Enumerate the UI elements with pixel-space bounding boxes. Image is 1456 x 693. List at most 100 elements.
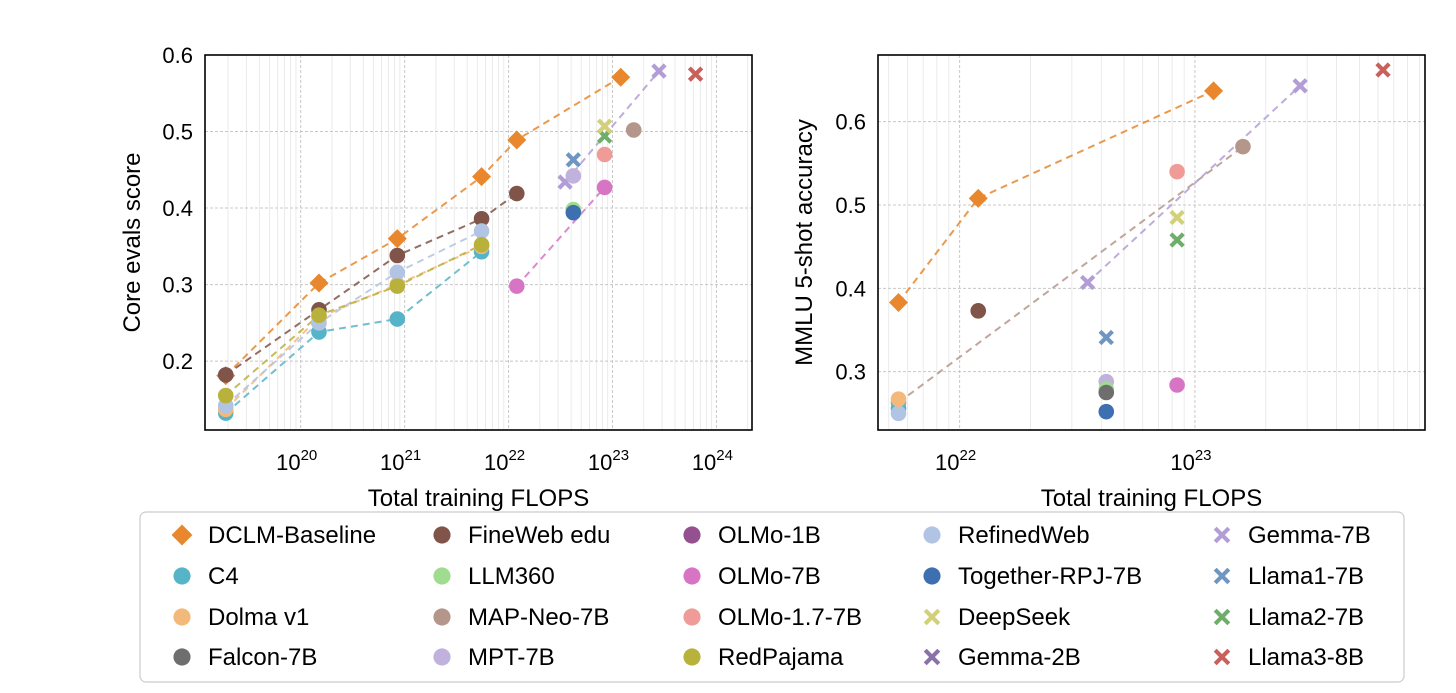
legend-item-llama2-7b: Llama2-7B xyxy=(1213,604,1364,631)
legend-label: DeepSeek xyxy=(958,604,1071,631)
point-dclm-baseline xyxy=(472,167,492,187)
y-tick-label: 0.3 xyxy=(162,273,193,298)
point-refinedweb xyxy=(389,264,406,281)
point-together-rpj-7b xyxy=(1098,403,1115,420)
y-tick-label: 0.5 xyxy=(835,193,866,218)
legend-label: LLM360 xyxy=(468,563,555,590)
legend-item-redpajama: RedPajama xyxy=(683,644,844,671)
point-mpt-7b xyxy=(565,168,582,184)
series-line-redpajama xyxy=(225,243,483,397)
legend-marker-map-neo-7b xyxy=(433,608,451,626)
x-tick-label: 1021 xyxy=(380,447,421,475)
series-line-gemma-7b xyxy=(564,70,660,183)
point-gemma-7b xyxy=(1292,78,1308,94)
legend-item-llama1-7b: Llama1-7B xyxy=(1213,563,1364,590)
legend-label: Llama2-7B xyxy=(1248,604,1364,631)
legend: DCLM-Baseline C4 Dolma v1 Falcon-7B FineWeb … xyxy=(139,511,1405,683)
x-tick-label: 1022 xyxy=(935,447,976,475)
legend-item-dclm-baseline: DCLM-Baseline xyxy=(171,522,376,549)
point-dclm-baseline xyxy=(1204,81,1224,101)
legend-item-olmo-7b: OLMo-7B xyxy=(683,563,821,590)
point-map-neo-7b xyxy=(625,122,642,138)
legend-label: Gemma-7B xyxy=(1248,522,1371,549)
core-evals-panel: 1020 1021 1022 1023 1024 0.2 0.3 0.4 0.5 0.6 Total… xyxy=(119,43,753,512)
series-line-dolma-v1 xyxy=(224,245,483,411)
x-axis-label: Total training FLOPS xyxy=(1041,485,1262,512)
legend-label: DCLM-Baseline xyxy=(208,522,376,549)
point-deepseek xyxy=(596,118,613,134)
legend-label: MAP-Neo-7B xyxy=(468,604,609,631)
legend-item-fineweb-edu: FineWeb edu xyxy=(433,522,610,549)
legend-item-c4: C4 xyxy=(173,563,239,590)
point-redpajama xyxy=(217,387,234,404)
point-together-rpj-7b xyxy=(565,204,582,221)
legend-marker-olmo-7b xyxy=(683,567,701,585)
legend-marker-fineweb-edu xyxy=(433,526,451,544)
legend-item-llama3-8b: Llama3-8B xyxy=(1213,644,1364,671)
point-gemma-7b xyxy=(651,63,667,79)
point-fineweb-edu xyxy=(508,185,525,202)
point-redpajama xyxy=(473,236,490,253)
legend-item-gemma-7b: Gemma-7B xyxy=(1213,522,1371,549)
point-llama1-7b xyxy=(1098,329,1114,346)
point-olmo-7b xyxy=(508,278,525,294)
y-tick-label: 0.6 xyxy=(835,110,866,135)
point-olmo-1-7-7b xyxy=(1169,163,1185,180)
legend-item-llm360: LLM360 xyxy=(433,563,555,590)
legend-item-map-neo-7b: MAP-Neo-7B xyxy=(433,604,609,631)
point-llama3-8b xyxy=(1375,62,1391,78)
legend-marker-gemma-2b xyxy=(923,648,941,666)
point-fineweb-edu xyxy=(217,367,234,383)
legend-box xyxy=(139,511,1405,683)
point-llama3-8b xyxy=(687,66,704,82)
point-dclm-baseline xyxy=(968,188,988,208)
legend-label: OLMo-7B xyxy=(718,563,821,590)
legend-marker-llama1-7b xyxy=(1213,567,1231,585)
point-refinedweb xyxy=(473,223,490,239)
legend-label: Llama1-7B xyxy=(1248,563,1364,590)
point-dclm-baseline xyxy=(387,229,407,249)
point-llama2-7b xyxy=(1169,232,1185,248)
legend-item-olmo-1b: OLMo-1B xyxy=(683,522,821,549)
legend-label: RefinedWeb xyxy=(958,522,1090,549)
point-c4 xyxy=(389,311,406,327)
y-tick-label: 0.4 xyxy=(162,196,193,221)
legend-marker-refinedweb xyxy=(923,526,941,544)
y-tick-label: 0.2 xyxy=(162,349,193,374)
series-line-gemma-7b xyxy=(1086,85,1301,284)
legend-marker-together-rpj-7b xyxy=(923,567,941,585)
point-deepseek xyxy=(1169,209,1185,226)
series-line-c4 xyxy=(225,250,483,414)
point-dclm-baseline xyxy=(889,293,909,312)
legend-item-refinedweb: RefinedWeb xyxy=(923,522,1090,549)
legend-marker-mpt-7b xyxy=(433,648,451,666)
legend-marker-c4 xyxy=(173,567,191,585)
x-tick-label: 1020 xyxy=(276,447,317,475)
point-gemma-7b xyxy=(1079,274,1096,291)
point-fineweb-edu xyxy=(473,210,490,227)
series-line-dclm-baseline xyxy=(224,76,622,377)
point-olmo-7b xyxy=(1169,377,1185,393)
legend-label: OLMo-1.7-7B xyxy=(718,604,862,631)
legend-item-gemma-2b: Gemma-2B xyxy=(923,644,1081,671)
legend-marker-redpajama xyxy=(683,648,701,666)
legend-item-falcon-7b: Falcon-7B xyxy=(173,644,317,671)
y-tick-label: 0.5 xyxy=(162,120,193,145)
legend-label: MPT-7B xyxy=(468,644,555,671)
y-axis-label: Core evals score xyxy=(119,152,146,332)
point-fineweb-edu xyxy=(970,303,987,319)
legend-label: OLMo-1B xyxy=(718,522,821,549)
point-redpajama xyxy=(389,278,406,294)
legend-marker-gemma-7b xyxy=(1213,526,1231,544)
legend-label: FineWeb edu xyxy=(468,522,610,549)
point-dolma-v1 xyxy=(890,391,907,407)
legend-marker-dclm-baseline xyxy=(171,524,193,546)
point-fineweb-edu xyxy=(389,247,406,264)
x-tick-label: 1023 xyxy=(1170,447,1211,475)
y-axis-label: MMLU 5-shot accuracy xyxy=(791,119,818,366)
legend-marker-olmo-1-7-7b xyxy=(683,608,701,626)
legend-marker-llama3-8b xyxy=(1213,648,1231,666)
legend-marker-olmo-1b xyxy=(683,526,701,544)
point-refinedweb xyxy=(890,405,907,422)
